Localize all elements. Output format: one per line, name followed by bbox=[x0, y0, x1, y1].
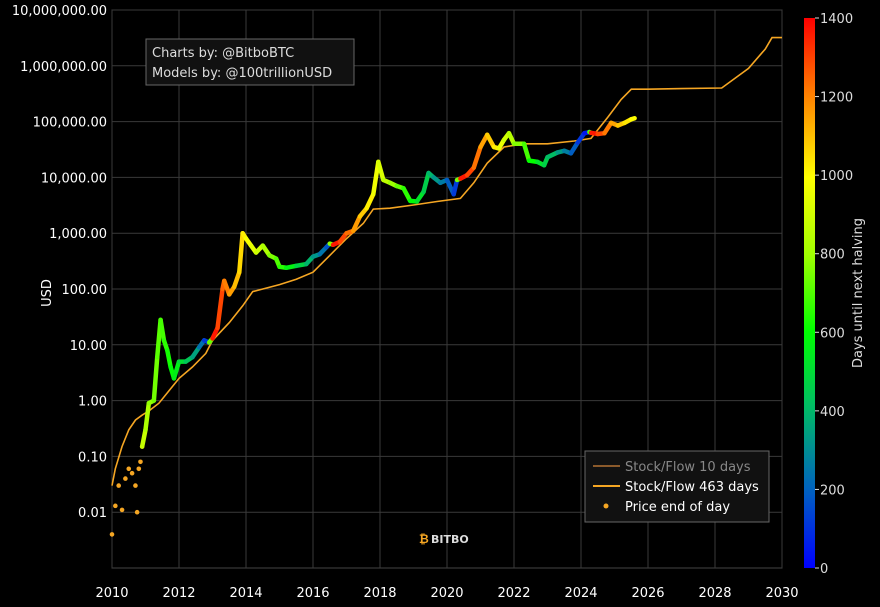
y-tick-label: 100.00 bbox=[62, 283, 108, 298]
price-point bbox=[109, 532, 115, 537]
credits-box: Charts by: @BitboBTC Models by: @100tril… bbox=[145, 38, 355, 86]
x-tick-label: 2016 bbox=[296, 586, 329, 601]
y-axis-label: USD bbox=[40, 279, 55, 307]
colorbar-tick-label: 800 bbox=[820, 248, 845, 263]
price-segment bbox=[139, 427, 148, 449]
y-tick-label: 1,000,000.00 bbox=[20, 60, 107, 75]
price-point bbox=[123, 476, 128, 481]
x-tick-label: 2020 bbox=[430, 586, 463, 601]
y-tick-labels: 0.01 0.10 1.00 10.00 100.00 1,000.00 10,000.00… bbox=[12, 4, 107, 521]
y-tick-label: 10,000.00 bbox=[41, 171, 107, 186]
colorbar-tick-label: 200 bbox=[820, 483, 845, 498]
colorbar-gradient bbox=[804, 18, 815, 568]
x-tick-label: 2018 bbox=[363, 586, 396, 601]
bitbo-watermark: ₿ BITBO bbox=[419, 532, 469, 546]
legend-label-sf10: Stock/Flow 10 days bbox=[625, 460, 751, 475]
price-point bbox=[136, 466, 142, 472]
x-tick-label: 2024 bbox=[564, 586, 597, 601]
price-point bbox=[138, 459, 143, 465]
colorbar-tick-label: 1400 bbox=[820, 12, 853, 27]
y-tick-label: 0.01 bbox=[78, 506, 107, 521]
price-segment bbox=[471, 144, 483, 170]
price-segment bbox=[421, 170, 431, 195]
price-segment bbox=[143, 400, 152, 433]
x-tick-label: 2022 bbox=[497, 586, 530, 601]
price-segment bbox=[451, 177, 460, 197]
x-tick-labels: 2010 2012 2014 2016 2018 2020 2022 2024 2026 2028… bbox=[95, 586, 798, 601]
stock-to-flow-463-series bbox=[111, 36, 782, 486]
x-tick-label: 2030 bbox=[765, 586, 798, 601]
price-segment bbox=[215, 286, 225, 331]
colorbar-tick-label: 400 bbox=[820, 405, 845, 420]
colorbar-tick-label: 0 bbox=[820, 562, 828, 577]
colorbar-tick-label: 600 bbox=[820, 326, 845, 341]
price-point bbox=[119, 507, 125, 513]
colorbar-tick-label: 1200 bbox=[820, 91, 853, 106]
price-segment bbox=[158, 317, 167, 343]
price-segment bbox=[484, 132, 497, 150]
credit-charts: Charts by: @BitboBTC bbox=[152, 46, 294, 61]
y-tick-label: 10.00 bbox=[70, 339, 107, 354]
price-segment bbox=[165, 347, 173, 370]
price-segment bbox=[232, 269, 242, 289]
colorbar-tick-label: 1000 bbox=[820, 169, 853, 184]
price-segment bbox=[376, 159, 386, 183]
legend-label-price: Price end of day bbox=[625, 500, 730, 515]
y-tick-label: 0.10 bbox=[78, 450, 107, 465]
price-point bbox=[129, 470, 135, 476]
colorbar: 0 200 400 600 800 1000 1200 1400 Days until nex… bbox=[804, 12, 866, 577]
credit-models: Models by: @100trillionUSD bbox=[152, 66, 332, 81]
legend: Stock/Flow 10 days Stock/Flow 463 days P… bbox=[584, 450, 770, 523]
price-point bbox=[116, 483, 121, 488]
colorbar-label: Days until next halving bbox=[851, 218, 866, 368]
y-tick-label: 1.00 bbox=[78, 395, 107, 410]
price-segment bbox=[401, 185, 413, 204]
x-tick-label: 2014 bbox=[229, 586, 262, 601]
bitbo-logo-icon: ₿ bbox=[419, 532, 429, 546]
legend-swatch-price bbox=[603, 503, 609, 509]
y-tick-label: 100,000.00 bbox=[33, 116, 107, 131]
price-segment bbox=[171, 359, 182, 381]
price-segment bbox=[629, 115, 637, 122]
x-tick-label: 2026 bbox=[631, 586, 664, 601]
price-segment bbox=[350, 214, 363, 234]
price-point bbox=[113, 503, 118, 509]
y-tick-label: 1,000.00 bbox=[49, 227, 107, 242]
price-segment bbox=[364, 191, 376, 211]
price-segment bbox=[521, 141, 532, 163]
price-point bbox=[134, 509, 140, 515]
price-series bbox=[109, 115, 637, 537]
legend-label-sf463: Stock/Flow 463 days bbox=[625, 480, 759, 495]
x-tick-label: 2012 bbox=[162, 586, 195, 601]
price-point bbox=[126, 466, 132, 472]
bitbo-wordmark: BITBO bbox=[431, 533, 469, 546]
colorbar-ticks: 0 200 400 600 800 1000 1200 1400 bbox=[815, 12, 853, 577]
x-tick-label: 2010 bbox=[95, 586, 128, 601]
price-segment bbox=[151, 354, 160, 403]
price-point bbox=[133, 483, 138, 488]
price-segment bbox=[237, 230, 245, 275]
y-tick-label: 10,000,000.00 bbox=[12, 4, 107, 19]
stock-to-flow-463-line bbox=[111, 36, 782, 486]
x-tick-label: 2028 bbox=[698, 586, 731, 601]
